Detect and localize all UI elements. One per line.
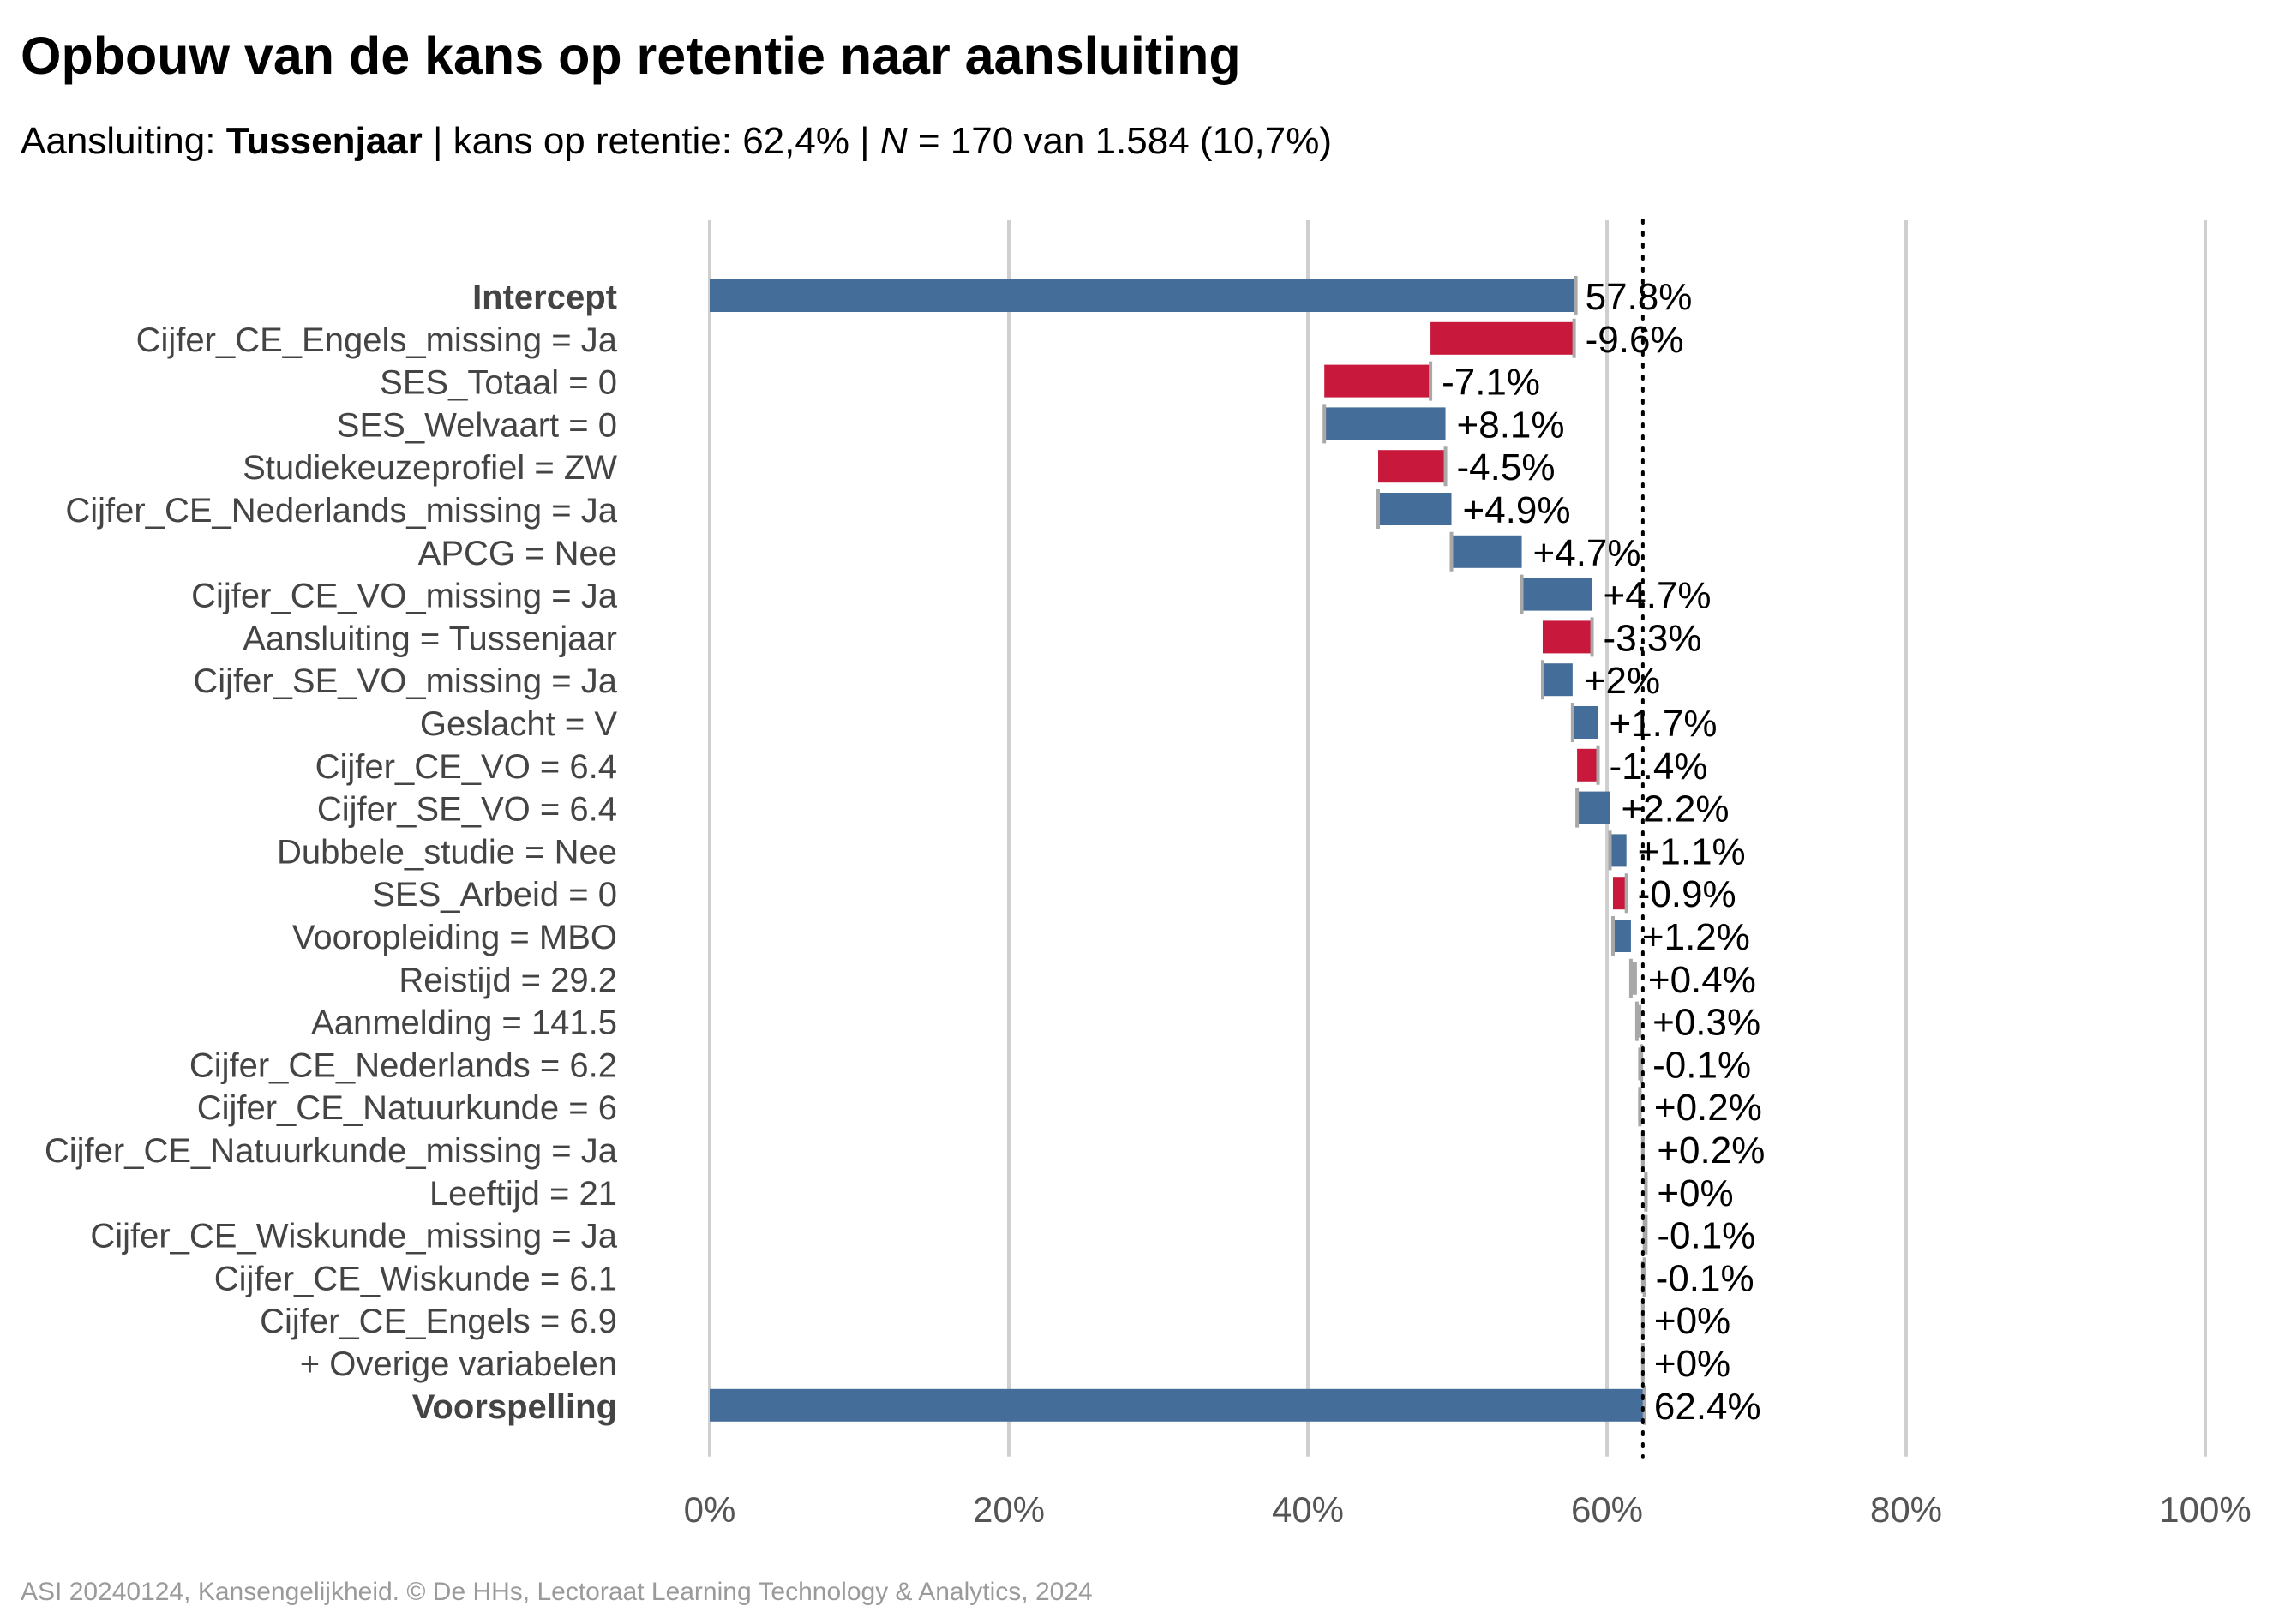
row-label: Cijfer_CE_VO = 6.4: [315, 748, 617, 786]
x-tick-label: 40%: [1272, 1489, 1344, 1530]
row-labels: Intercept Cijfer_CE_Engels_missing = Ja SE…: [45, 279, 618, 1426]
row-label: Cijfer_SE_VO = 6.4: [317, 791, 617, 829]
waterfall-bar: [710, 279, 1574, 312]
value-label: +4.9%: [1463, 489, 1571, 531]
x-tick-label: 20%: [973, 1489, 1045, 1530]
x-tick-label: 0%: [684, 1489, 736, 1530]
x-tick-label: 60%: [1571, 1489, 1643, 1530]
row-label: Cijfer_CE_Wiskunde = 6.1: [214, 1260, 617, 1297]
waterfall-bar: [1610, 834, 1627, 867]
waterfall-bar: [1636, 1004, 1642, 1038]
value-label: -0.1%: [1656, 1257, 1754, 1299]
row-label: Cijfer_CE_Engels = 6.9: [260, 1303, 617, 1340]
waterfall-bar: [1324, 364, 1431, 398]
subtitle-middle: | kans op retentie: 62,4% |: [422, 120, 880, 162]
row-label: SES_Totaal = 0: [380, 364, 617, 402]
row-label: Cijfer_CE_Wiskunde_missing = Ja: [90, 1218, 617, 1255]
row-label: Reistijd = 29.2: [399, 962, 617, 999]
value-label: +1.1%: [1638, 830, 1746, 872]
waterfall-bar: [1542, 663, 1573, 697]
row-label: Cijfer_SE_VO_missing = Ja: [193, 662, 617, 700]
value-label: +2%: [1584, 660, 1660, 702]
value-label: -0.1%: [1657, 1215, 1755, 1257]
row-label: + Overige variabelen: [300, 1345, 617, 1383]
value-label: +4.7%: [1533, 532, 1641, 574]
value-label: +2.2%: [1621, 788, 1729, 830]
x-axis-ticks: 0% 20% 40% 60% 80% 100%: [684, 1489, 2252, 1530]
value-label: +0%: [1654, 1343, 1730, 1385]
row-label: Cijfer_CE_Nederlands = 6.2: [189, 1046, 617, 1084]
grid-lines: [708, 220, 2207, 1457]
value-label: +0.2%: [1654, 1087, 1762, 1129]
row-label: SES_Welvaart = 0: [337, 406, 617, 444]
waterfall-bar: [710, 1388, 1643, 1422]
value-labels: 57.8%-9.6%-7.1%+8.1%-4.5%+4.9%+4.7%+4.7%…: [1442, 276, 1765, 1428]
value-label: -3.3%: [1604, 617, 1702, 659]
value-label: +0.3%: [1652, 1002, 1760, 1044]
waterfall-bar: [1542, 620, 1592, 654]
value-label: 57.8%: [1586, 276, 1693, 318]
waterfall-bar: [1451, 535, 1522, 568]
row-label: Geslacht = V: [420, 705, 617, 743]
value-label: +0%: [1654, 1300, 1730, 1342]
row-label: Cijfer_CE_VO_missing = Ja: [191, 578, 618, 615]
row-label: SES_Arbeid = 0: [372, 876, 617, 914]
value-label: -1.4%: [1610, 746, 1708, 788]
row-label: Cijfer_CE_Nederlands_missing = Ja: [65, 492, 617, 530]
value-label: -4.5%: [1457, 446, 1556, 488]
row-label: Aansluiting = Tussenjaar: [243, 620, 617, 657]
value-label: 62.4%: [1654, 1386, 1761, 1428]
row-label: Leeftijd = 21: [429, 1175, 617, 1213]
value-label: -7.1%: [1442, 362, 1540, 404]
value-label: -0.1%: [1652, 1044, 1751, 1086]
waterfall-bar: [1572, 706, 1598, 739]
waterfall-bar: [1378, 493, 1452, 525]
x-tick-label: 80%: [1870, 1489, 1942, 1530]
subtitle-prefix: Aansluiting:: [21, 120, 226, 162]
subtitle-group: Tussenjaar: [225, 120, 423, 162]
row-label: Cijfer_CE_Engels_missing = Ja: [136, 321, 618, 359]
subtitle-suffix: = 170 van 1.584 (10,7%): [907, 120, 1332, 162]
waterfall-bar: [1630, 962, 1637, 995]
row-label: Vooropleiding = MBO: [292, 919, 617, 956]
waterfall-bar: [1612, 920, 1631, 952]
chart-title: Opbouw van de kans op retentie naar aans…: [21, 27, 1241, 85]
value-label: -0.9%: [1638, 873, 1736, 915]
subtitle-n-symbol: N: [879, 120, 908, 162]
waterfall-bar: [1577, 748, 1598, 782]
value-label: +0%: [1657, 1172, 1733, 1214]
value-label: +0.2%: [1657, 1130, 1765, 1172]
waterfall-bar: [1378, 450, 1446, 483]
waterfall-bar: [1324, 407, 1446, 440]
row-label: Studiekeuzeprofiel = ZW: [243, 449, 617, 487]
waterfall-bar: [1430, 321, 1574, 355]
chart-subtitle: Aansluiting: Tussenjaar | kans op retent…: [21, 120, 1332, 163]
x-tick-label: 100%: [2159, 1489, 2251, 1530]
value-label: +8.1%: [1457, 404, 1565, 446]
waterfall-bar: [1577, 791, 1610, 824]
row-label: Aanmelding = 141.5: [311, 1004, 617, 1042]
value-label: +1.7%: [1610, 703, 1718, 745]
bars: [710, 276, 1648, 1425]
waterfall-bar: [1521, 578, 1592, 611]
value-label: +1.2%: [1642, 916, 1750, 958]
value-label: +0.4%: [1648, 959, 1756, 1001]
row-label: APCG = Nee: [418, 535, 617, 572]
caption: ASI 20240124, Kansengelijkheid. © De HHs…: [21, 1578, 1093, 1606]
row-label: Voorspelling: [412, 1388, 617, 1426]
waterfall-bar: [1612, 877, 1627, 910]
row-label: Cijfer_CE_Natuurkunde_missing = Ja: [45, 1132, 618, 1170]
row-label: Cijfer_CE_Natuurkunde = 6: [197, 1089, 617, 1127]
value-label: +4.7%: [1604, 575, 1712, 617]
row-label: Intercept: [472, 279, 617, 316]
value-label: -9.6%: [1586, 319, 1684, 361]
row-label: Dubbele_studie = Nee: [277, 833, 617, 871]
